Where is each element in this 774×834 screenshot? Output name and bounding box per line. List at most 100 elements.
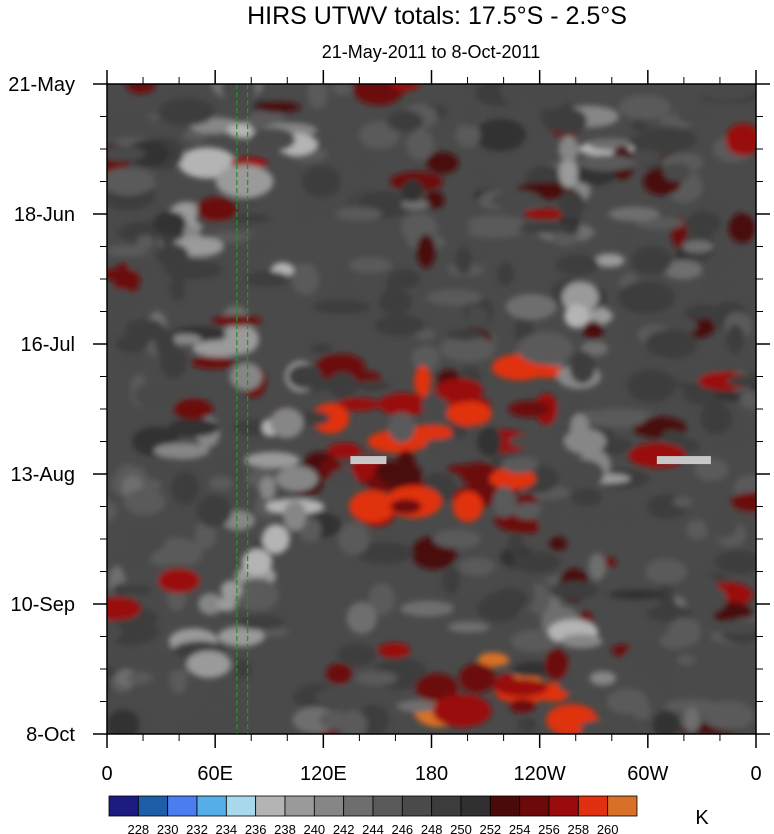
field-cell xyxy=(582,321,604,340)
field-cell xyxy=(455,246,473,275)
field-cell xyxy=(606,688,648,715)
field-cell xyxy=(242,549,273,576)
field-cell xyxy=(619,94,671,120)
colorbar-label: 250 xyxy=(450,822,472,834)
field-cell xyxy=(570,413,589,442)
field-cell xyxy=(466,306,488,326)
field-cell xyxy=(232,213,271,225)
field-cell xyxy=(564,304,589,328)
field-cell xyxy=(588,553,607,581)
field-cell xyxy=(335,207,383,221)
field-cell xyxy=(348,490,396,523)
field-cell xyxy=(287,364,322,389)
colorbar-swatch xyxy=(489,795,521,817)
field-cell xyxy=(136,235,155,249)
field-cell xyxy=(125,140,170,167)
field-cell xyxy=(416,234,436,269)
colorbar-label: 254 xyxy=(509,822,531,834)
field-cell xyxy=(509,699,536,714)
field-cell xyxy=(355,671,398,686)
field-cell xyxy=(558,459,605,489)
field-cell xyxy=(495,678,548,697)
field-cell xyxy=(512,502,546,520)
missing-data-marks xyxy=(350,456,711,465)
field-cell xyxy=(196,196,238,222)
field-cell xyxy=(702,700,755,730)
field-cell xyxy=(297,410,330,426)
field-cell xyxy=(675,654,695,665)
field-cell xyxy=(501,456,539,474)
field-cell xyxy=(608,589,666,600)
field-cell xyxy=(661,429,684,445)
field-cell xyxy=(292,206,324,222)
field-cell xyxy=(579,720,613,734)
field-cell xyxy=(312,402,350,434)
field-cell xyxy=(327,442,362,459)
y-tick-label: 21-May xyxy=(8,74,75,96)
field-cell xyxy=(635,217,685,230)
field-cell xyxy=(415,329,436,340)
field-cell xyxy=(608,206,661,222)
field-cell xyxy=(667,617,702,647)
field-cell xyxy=(236,615,285,630)
colorbar-label: 244 xyxy=(362,822,384,834)
field-cell xyxy=(126,672,153,685)
field-cell xyxy=(107,288,140,317)
field-cell xyxy=(128,584,152,596)
field-cell xyxy=(714,550,756,575)
field-cell xyxy=(307,84,328,109)
field-cell xyxy=(337,643,377,667)
field-cell xyxy=(569,350,596,384)
field-cell xyxy=(435,378,484,403)
field-cell xyxy=(245,233,273,251)
field-cell xyxy=(355,542,414,564)
field-cell xyxy=(117,352,148,373)
colorbar-swatch xyxy=(607,795,638,817)
field-cell xyxy=(355,150,376,176)
field-cell xyxy=(414,365,432,397)
field-cell xyxy=(611,506,639,526)
y-tick-label: 16-Jul xyxy=(21,334,75,356)
field-cell xyxy=(628,442,686,468)
field-cell xyxy=(325,663,353,685)
field-cell xyxy=(283,500,307,532)
field-cell xyxy=(259,476,276,500)
field-cell xyxy=(255,101,302,113)
field-cell xyxy=(107,501,117,522)
x-tick-label: 120E xyxy=(300,763,347,785)
field-cell xyxy=(555,254,600,276)
field-cell xyxy=(652,710,680,734)
field-cell xyxy=(177,384,204,397)
field-cell xyxy=(517,717,537,733)
field-cell xyxy=(216,596,238,612)
field-cell xyxy=(123,488,166,515)
field-cell xyxy=(173,398,213,420)
field-cell xyxy=(178,147,237,179)
field-cell xyxy=(441,567,461,595)
field-cell xyxy=(319,710,349,730)
field-cell xyxy=(551,581,599,600)
colorbar-swatch xyxy=(284,795,315,817)
colorbar-swatch xyxy=(225,795,257,817)
x-tick-label: 60W xyxy=(627,763,668,785)
field-cell xyxy=(477,652,509,667)
field-cell xyxy=(458,663,496,694)
field-cell xyxy=(400,600,454,617)
field-cell xyxy=(446,401,492,427)
colorbar-label: 260 xyxy=(597,822,619,834)
x-tick-label: 0 xyxy=(750,763,761,785)
field-cell xyxy=(310,343,333,355)
field-cell xyxy=(432,694,492,728)
field-cell xyxy=(191,356,235,370)
field-cell xyxy=(725,123,756,156)
field-cell xyxy=(526,84,572,109)
field-cell xyxy=(686,519,708,540)
field-cell xyxy=(153,442,210,459)
field-cell xyxy=(170,333,202,345)
field-cell xyxy=(739,390,756,410)
field-cell xyxy=(377,392,430,416)
field-cell xyxy=(198,593,223,615)
field-cell xyxy=(589,671,616,686)
field-cell xyxy=(400,199,430,210)
